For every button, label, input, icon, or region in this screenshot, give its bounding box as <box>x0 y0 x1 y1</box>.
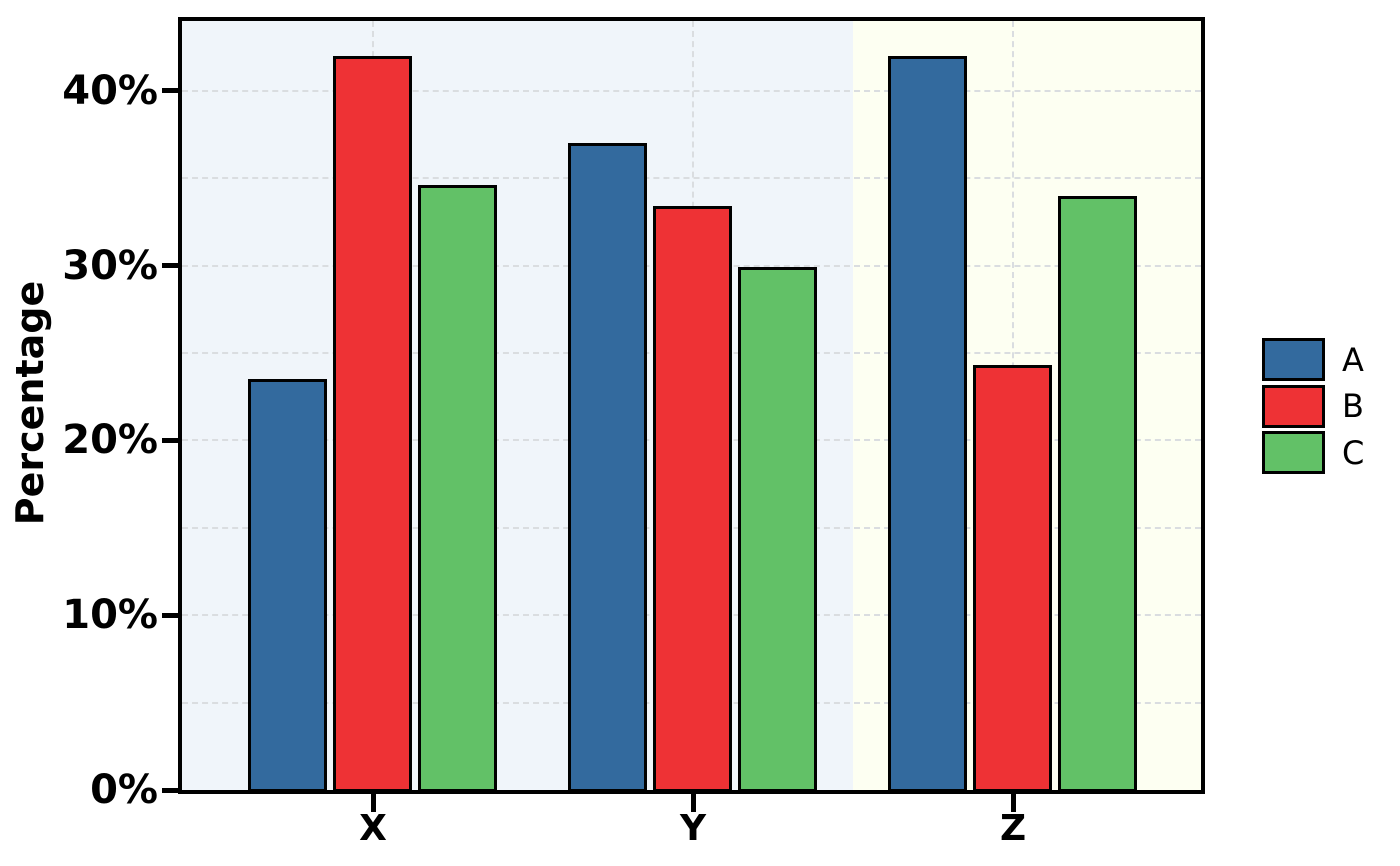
bar-Y-C <box>738 267 817 792</box>
y-tick-30 <box>162 263 178 269</box>
bar-Z-A <box>888 55 967 792</box>
y-tick-label-10: 10% <box>62 592 158 639</box>
x-tick-label-X: X <box>359 808 387 849</box>
y-tick-label-30: 30% <box>62 242 158 289</box>
bar-X-B <box>333 55 412 792</box>
legend-label-A: A <box>1342 340 1364 379</box>
x-tick-Y <box>690 794 696 812</box>
legend-swatch-A <box>1262 338 1325 381</box>
y-tick-20 <box>162 437 178 443</box>
y-tick-label-40: 40% <box>62 67 158 114</box>
x-tick-X <box>370 794 376 812</box>
legend-label-C: C <box>1342 433 1365 472</box>
legend-swatch-C <box>1262 431 1325 474</box>
legend-swatch-B <box>1262 384 1325 428</box>
y-tick-0 <box>162 787 178 793</box>
x-tick-Z <box>1010 794 1016 812</box>
gridline-h-40 <box>182 89 1201 92</box>
bar-X-C <box>418 185 497 792</box>
x-tick-label-Y: Y <box>679 808 707 849</box>
x-tick-label-Z: Z <box>999 808 1027 849</box>
bar-Y-A <box>568 143 647 792</box>
gridline-h-35 <box>182 177 1201 180</box>
bar-X-A <box>248 379 327 792</box>
bar-Z-C <box>1058 195 1137 792</box>
y-tick-label-0: 0% <box>90 767 158 813</box>
legend-label-B: B <box>1342 387 1364 425</box>
y-axis-title: Percentage <box>8 280 52 526</box>
y-tick-40 <box>162 88 178 94</box>
y-tick-label-20: 20% <box>62 417 158 464</box>
bar-Z-B <box>973 365 1052 792</box>
y-tick-10 <box>162 612 178 618</box>
bar-Y-B <box>653 206 732 792</box>
